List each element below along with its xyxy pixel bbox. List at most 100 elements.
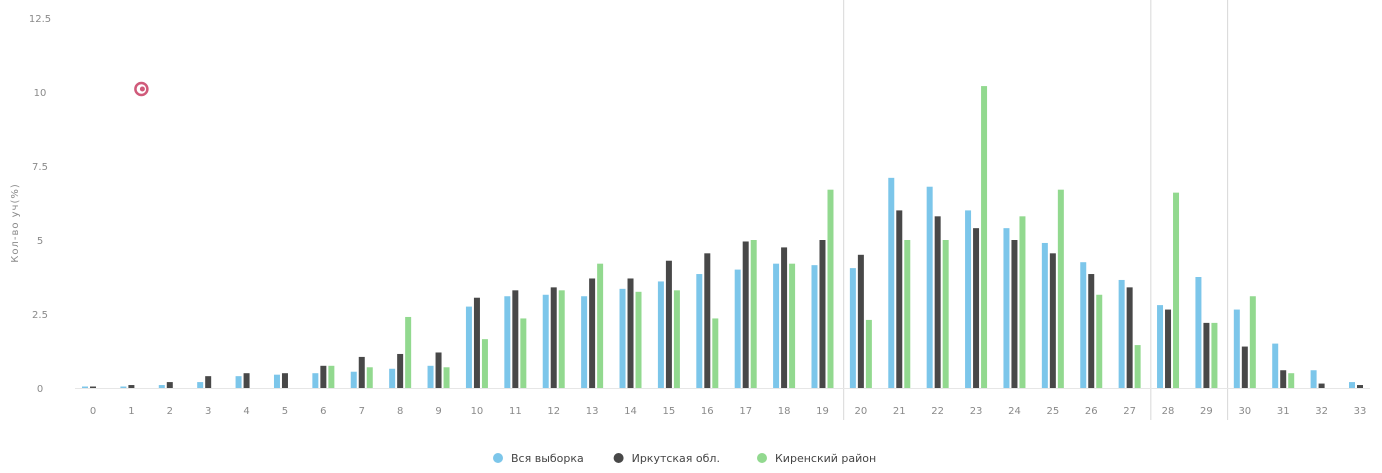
marker-ring: [134, 81, 149, 97]
bar: [481, 339, 488, 388]
bar: [465, 306, 472, 388]
x-tick-label: 14: [624, 406, 637, 417]
x-tick-label: 19: [816, 406, 829, 417]
x-tick-label: 32: [1315, 406, 1328, 417]
y-axis-label: Кол-во уч(%): [10, 183, 21, 263]
marker-dot: [139, 86, 145, 92]
bar: [1318, 383, 1325, 388]
bar: [312, 373, 319, 388]
bar: [589, 278, 596, 388]
bar: [443, 367, 450, 388]
x-tick-label: 4: [243, 406, 249, 417]
x-tick-label: 11: [509, 406, 522, 417]
bar: [427, 365, 434, 388]
bar: [773, 263, 780, 388]
x-tick-label: 16: [701, 406, 714, 417]
y-tick-label: 12.5: [29, 14, 51, 25]
bar: [665, 260, 672, 388]
bar: [750, 240, 757, 388]
bar: [1165, 309, 1172, 388]
legend-swatch: [757, 453, 767, 463]
bar: [366, 367, 373, 388]
bar: [328, 365, 335, 388]
bar: [1310, 370, 1317, 388]
bar: [1003, 228, 1010, 388]
y-tick-label: 5: [37, 236, 43, 247]
x-tick-label: 29: [1200, 406, 1213, 417]
bar: [619, 288, 626, 388]
bar: [1272, 343, 1279, 388]
y-tick-label: 7.5: [32, 162, 48, 173]
bar: [273, 374, 280, 388]
x-tick-label: 24: [1008, 406, 1021, 417]
x-tick-label: 2: [167, 406, 173, 417]
bar: [1096, 294, 1103, 388]
x-tick-label: 9: [435, 406, 441, 417]
bar: [1011, 240, 1018, 388]
bar: [128, 385, 135, 388]
x-tick-label: 27: [1123, 406, 1136, 417]
x-tick-label: 13: [586, 406, 599, 417]
bar: [1357, 385, 1363, 388]
bar: [896, 210, 903, 388]
x-tick-label: 6: [320, 406, 326, 417]
y-tick-label: 0: [37, 384, 43, 395]
bar: [1233, 309, 1240, 388]
bar: [597, 263, 604, 388]
bar: [704, 253, 711, 388]
marker-icon: [134, 81, 149, 97]
bar: [819, 240, 826, 388]
bar: [865, 319, 872, 388]
bar: [1203, 322, 1210, 388]
bar: [712, 318, 719, 388]
bar: [888, 177, 895, 388]
bar: [673, 290, 680, 388]
bar: [1041, 242, 1048, 388]
x-tick-label: 15: [663, 406, 676, 417]
bar: [473, 297, 480, 388]
legend-label: Киренский район: [775, 452, 876, 465]
bar: [197, 382, 204, 388]
bar: [166, 382, 173, 388]
x-tick-label: 3: [205, 406, 211, 417]
bar: [1019, 216, 1026, 388]
legend-swatch: [613, 453, 624, 463]
x-tick-label: 21: [893, 406, 906, 417]
x-tick-label: 26: [1085, 406, 1098, 417]
bar: [389, 368, 396, 388]
bar: [520, 318, 527, 388]
bar: [158, 385, 165, 388]
bar: [942, 240, 949, 388]
bar: [1134, 345, 1141, 388]
bar: [243, 373, 250, 388]
bar: [1126, 287, 1133, 388]
x-tick-label: 17: [739, 406, 752, 417]
x-tick-label: 30: [1238, 406, 1251, 417]
bar: [635, 291, 642, 388]
bar: [205, 376, 212, 388]
bar: [811, 265, 818, 388]
bar: [627, 278, 634, 388]
bar: [1088, 274, 1095, 388]
x-tick-label: 12: [547, 406, 560, 417]
bar: [857, 254, 864, 388]
bar: [1173, 192, 1180, 388]
bar: [512, 290, 519, 388]
bar: [235, 376, 242, 388]
x-tick-label: 28: [1162, 406, 1175, 417]
legend-label: Иркутская обл.: [632, 452, 720, 465]
bar: [120, 386, 127, 388]
bar: [789, 263, 796, 388]
x-tick-label: 33: [1354, 406, 1367, 417]
bar: [1211, 322, 1218, 388]
bar: [1157, 305, 1164, 388]
bar: [1049, 253, 1056, 388]
bar: [849, 268, 856, 388]
bar: [1080, 262, 1087, 388]
bar: [350, 371, 357, 388]
x-tick-label: 1: [128, 406, 134, 417]
bar: [558, 290, 565, 388]
y-tick-label: 2.5: [32, 310, 48, 321]
bar: [1057, 189, 1064, 388]
